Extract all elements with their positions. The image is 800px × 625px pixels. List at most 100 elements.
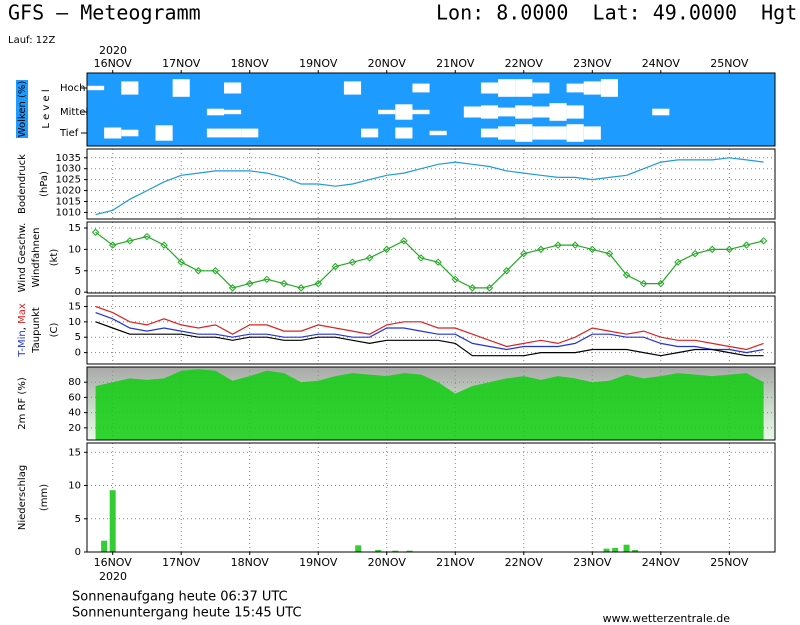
cloud-cover (583, 81, 601, 95)
site: www.wetterzentrale.de (603, 612, 731, 625)
marker (451, 275, 459, 284)
date-label: 18NOV (231, 57, 270, 70)
title-part: , (17, 324, 28, 330)
panel-frame (86, 366, 776, 441)
marker (160, 241, 168, 249)
cloud-cover (652, 108, 670, 116)
bar (406, 550, 413, 552)
date-label: 25NOV (710, 556, 749, 569)
date-label: 24NOV (642, 556, 681, 569)
marker (622, 271, 631, 279)
line (95, 312, 764, 354)
marker (280, 279, 288, 288)
cloud-cover (515, 105, 533, 119)
cloud-cover (566, 105, 584, 119)
cloud-cover (361, 128, 379, 138)
marker (468, 284, 477, 292)
panel-title: Wolken (%) (17, 81, 28, 138)
marker (725, 245, 734, 254)
label-box (16, 80, 28, 138)
cloud-cover (206, 128, 225, 138)
y-tick-label: 0 (75, 287, 81, 298)
marker (502, 267, 511, 275)
panel-frame (86, 148, 776, 220)
line (95, 157, 764, 216)
panel-frame (86, 295, 776, 365)
y-tick-label: 5 (75, 332, 81, 343)
y-tick-label: 15 (68, 301, 81, 312)
panel-frame (86, 221, 776, 294)
y-tick-label: 5 (75, 266, 81, 277)
cloud-cover (343, 81, 362, 95)
date-label: 20NOV (368, 57, 407, 70)
date-label: 23NOV (573, 556, 612, 569)
cloud-cover (378, 109, 396, 115)
cloud-cover (532, 82, 550, 94)
bar (603, 548, 610, 552)
bar (355, 545, 362, 552)
marker (143, 232, 151, 241)
date-label: 20NOV (368, 556, 407, 569)
date-label: 19NOV (299, 556, 338, 569)
cloud-cover (498, 79, 516, 97)
cloud-cover (87, 85, 105, 91)
marker (108, 241, 117, 249)
cloud-cover (480, 82, 499, 94)
marker (126, 237, 134, 245)
cloud-cover (532, 106, 550, 118)
panel-frame (86, 72, 776, 147)
bar (632, 550, 639, 552)
panel-frame (86, 442, 776, 553)
panel-label: L e v e l (41, 89, 52, 128)
panel-title: Wind Geschw. (17, 223, 28, 293)
y-tick-label: 20 (68, 423, 81, 434)
cloud-cover (498, 126, 516, 140)
marker (759, 237, 768, 245)
cloud-cover (104, 127, 122, 139)
sunset: Sonnenuntergang heute 15:45 UTC (72, 606, 302, 621)
marker (383, 245, 391, 254)
sunrise: Sonnenaufgang heute 06:37 UTC (72, 590, 288, 605)
y-tick-label: 80 (68, 377, 81, 388)
marker (434, 258, 442, 266)
title-part: T-Min (17, 330, 28, 358)
bar (101, 540, 108, 552)
line (95, 321, 764, 357)
marker (331, 262, 340, 271)
panel-unit: (hPa) (39, 171, 50, 197)
area (95, 369, 764, 440)
year-top: 2020 (99, 44, 127, 57)
panel-label: Windfahnen (31, 228, 42, 288)
y-tick-label: 0 (75, 348, 81, 359)
date-label: 19NOV (299, 57, 338, 70)
panel-label: 2m RF (%) (17, 377, 28, 430)
title-part: Max (17, 303, 28, 324)
y-tick-label: 1015 (56, 197, 81, 208)
date-label: 17NOV (162, 556, 201, 569)
marker (177, 258, 185, 266)
date-label: 21NOV (436, 556, 475, 569)
date-label: 25NOV (710, 57, 749, 70)
cloud-cover (429, 130, 447, 136)
date-label: 18NOV (231, 556, 270, 569)
marker (691, 249, 699, 258)
panel-title: T-Min, Max (17, 303, 28, 358)
y-tick-label: 5 (75, 514, 81, 525)
date-label: 16NOV (94, 57, 133, 70)
marker (348, 258, 357, 266)
y-tick-label: 1010 (56, 207, 81, 218)
marker (571, 241, 579, 249)
marker (211, 267, 220, 275)
y-tick-label: 10 (68, 481, 81, 492)
marker (520, 249, 528, 258)
date-label: 24NOV (642, 57, 681, 70)
run: Lauf: 12Z (8, 35, 55, 46)
cloud-cover (480, 128, 499, 138)
line (95, 231, 764, 289)
panel-label: Taupunkt (31, 307, 42, 354)
marker (297, 284, 305, 292)
panel-unit: (mm) (39, 484, 50, 511)
date-label: 21NOV (436, 57, 475, 70)
cloud-cover (480, 105, 499, 119)
marker (708, 245, 716, 254)
